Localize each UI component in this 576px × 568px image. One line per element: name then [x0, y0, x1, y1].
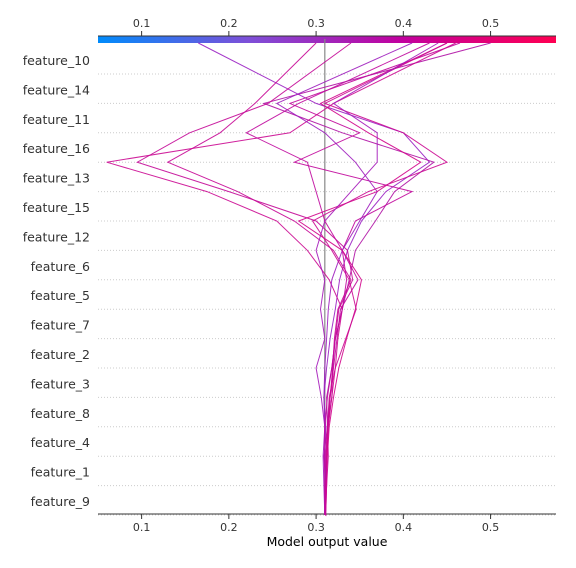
feature-label: feature_15 — [23, 200, 90, 215]
feature-label: feature_7 — [31, 318, 90, 333]
x-tick-label: 0.2 — [220, 521, 238, 534]
feature-label: feature_9 — [31, 494, 90, 509]
x-axis-label: Model output value — [267, 534, 388, 549]
feature-label: feature_11 — [23, 112, 90, 127]
feature-label: feature_6 — [31, 259, 90, 274]
top-tick-label: 0.3 — [307, 17, 325, 30]
decision-lines — [106, 42, 491, 517]
top-tick-label: 0.4 — [395, 17, 413, 30]
feature-label: feature_10 — [23, 53, 90, 68]
feature-label: feature_2 — [31, 347, 90, 362]
x-tick-label: 0.5 — [482, 521, 500, 534]
decision-line — [166, 42, 352, 516]
x-axis: 0.1 0.2 0.3 0.4 0.5 — [98, 513, 556, 534]
colorbar-gradient — [98, 36, 556, 43]
decision-line — [106, 42, 456, 516]
decision-line — [136, 42, 354, 517]
decision-line — [315, 42, 439, 516]
feature-label: feature_13 — [23, 171, 90, 186]
decision-line — [311, 42, 449, 517]
colorbar: 0.1 0.2 0.3 0.4 0.5 — [98, 17, 556, 43]
decision-line — [262, 42, 491, 516]
feature-label: feature_12 — [23, 229, 90, 244]
decision-line — [245, 42, 430, 515]
decision-line — [297, 42, 448, 516]
feature-label: feature_14 — [23, 82, 90, 97]
feature-label: feature_4 — [31, 435, 90, 450]
top-tick-label: 0.5 — [482, 17, 500, 30]
feature-label: feature_16 — [23, 141, 90, 156]
decision-line — [275, 42, 413, 516]
feature-label: feature_1 — [31, 465, 90, 480]
feature-label: feature_5 — [31, 288, 90, 303]
feature-label: feature_8 — [31, 406, 90, 421]
feature-labels: feature_10 feature_14 feature_11 feature_16… — [23, 53, 90, 509]
x-tick-label: 0.4 — [395, 521, 413, 534]
decision-line — [288, 42, 461, 515]
top-tick-label: 0.1 — [133, 17, 151, 30]
top-tick-label: 0.2 — [220, 17, 238, 30]
x-tick-label: 0.1 — [133, 521, 151, 534]
x-tick-label: 0.3 — [307, 521, 325, 534]
feature-label: feature_3 — [31, 376, 90, 391]
